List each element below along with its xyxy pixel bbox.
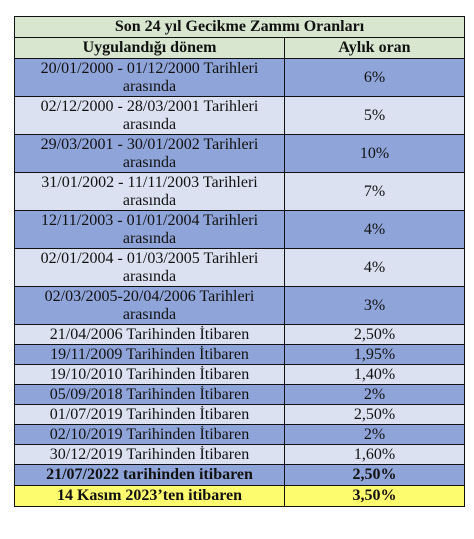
rate-cell: 1,60% — [283, 444, 466, 465]
table-title-row: Son 24 yıl Gecikme Zammı Oranları — [13, 16, 466, 38]
period-cell: 02/01/2004 - 01/03/2005 Tarihleri arasın… — [14, 248, 285, 287]
table-row: 31/01/2002 - 11/11/2003 Tarihleri arasın… — [14, 172, 466, 211]
rate-cell: 2,50% — [283, 464, 466, 486]
period-cell: 19/10/2010 Tarihinden İtibaren — [14, 364, 285, 385]
rate-cell: 1,95% — [283, 344, 466, 365]
rate-cell: 4% — [283, 210, 466, 249]
table-row: 02/03/2005-20/04/2006 Tarihleri arasında… — [14, 286, 466, 325]
rate-cell: 7% — [283, 172, 466, 211]
rate-cell: 3,50% — [283, 485, 466, 507]
period-cell: 14 Kasım 2023’ten itibaren — [14, 485, 285, 507]
rate-cell: 1,40% — [283, 364, 466, 385]
table-row: 21/07/2022 tarihinden itibaren 2,50% — [14, 464, 466, 486]
period-cell: 05/09/2018 Tarihinden İtibaren — [14, 384, 285, 405]
table-header-row: Uygulandığı dönem Aylık oran — [14, 37, 466, 59]
rate-cell: 3% — [283, 286, 466, 325]
table-row: 02/10/2019 Tarihinden İtibaren 2% — [14, 424, 466, 445]
table-row: 30/12/2019 Tarihinden İtibaren 1,60% — [14, 444, 466, 465]
period-cell: 30/12/2019 Tarihinden İtibaren — [14, 444, 285, 465]
period-cell: 21/07/2022 tarihinden itibaren — [14, 464, 285, 486]
column-header-rate: Aylık oran — [283, 37, 466, 59]
table-row: 05/09/2018 Tarihinden İtibaren 2% — [14, 384, 466, 405]
table-row: 19/10/2010 Tarihinden İtibaren 1,40% — [14, 364, 466, 385]
period-cell: 02/03/2005-20/04/2006 Tarihleri arasında — [14, 286, 285, 325]
rate-cell: 4% — [283, 248, 466, 287]
rate-cell: 2% — [283, 384, 466, 405]
rate-cell: 2,50% — [283, 324, 466, 345]
rate-cell: 6% — [283, 58, 466, 97]
table-title: Son 24 yıl Gecikme Zammı Oranları — [13, 16, 466, 38]
delay-interest-rate-table: Son 24 yıl Gecikme Zammı Oranları Uygula… — [13, 16, 466, 507]
period-cell: 21/04/2006 Tarihinden İtibaren — [14, 324, 285, 345]
rate-cell: 10% — [283, 134, 466, 173]
table-row: 21/04/2006 Tarihinden İtibaren 2,50% — [14, 324, 466, 345]
highlighted-current-rate-row: 14 Kasım 2023’ten itibaren 3,50% — [14, 485, 466, 507]
period-cell: 19/11/2009 Tarihinden İtibaren — [14, 344, 285, 365]
period-cell: 01/07/2019 Tarihinden İtibaren — [14, 404, 285, 425]
period-cell: 02/10/2019 Tarihinden İtibaren — [14, 424, 285, 445]
table-row: 19/11/2009 Tarihinden İtibaren 1,95% — [14, 344, 466, 365]
rate-cell: 2,50% — [283, 404, 466, 425]
table-row: 29/03/2001 - 30/01/2002 Tarihleri arasın… — [14, 134, 466, 173]
rate-cell: 2% — [283, 424, 466, 445]
period-cell: 02/12/2000 - 28/03/2001 Tarihleri arasın… — [14, 96, 285, 135]
table-row: 01/07/2019 Tarihinden İtibaren 2,50% — [14, 404, 466, 425]
column-header-period: Uygulandığı dönem — [14, 37, 285, 59]
period-cell: 29/03/2001 - 30/01/2002 Tarihleri arasın… — [14, 134, 285, 173]
period-cell: 20/01/2000 - 01/12/2000 Tarihleri arasın… — [14, 58, 285, 97]
period-cell: 12/11/2003 - 01/01/2004 Tarihleri arasın… — [14, 210, 285, 249]
period-cell: 31/01/2002 - 11/11/2003 Tarihleri arasın… — [14, 172, 285, 211]
rate-cell: 5% — [283, 96, 466, 135]
table-row: 02/01/2004 - 01/03/2005 Tarihleri arasın… — [14, 248, 466, 287]
table-row: 02/12/2000 - 28/03/2001 Tarihleri arasın… — [14, 96, 466, 135]
table-row: 12/11/2003 - 01/01/2004 Tarihleri arasın… — [14, 210, 466, 249]
table-row: 20/01/2000 - 01/12/2000 Tarihleri arasın… — [14, 58, 466, 97]
